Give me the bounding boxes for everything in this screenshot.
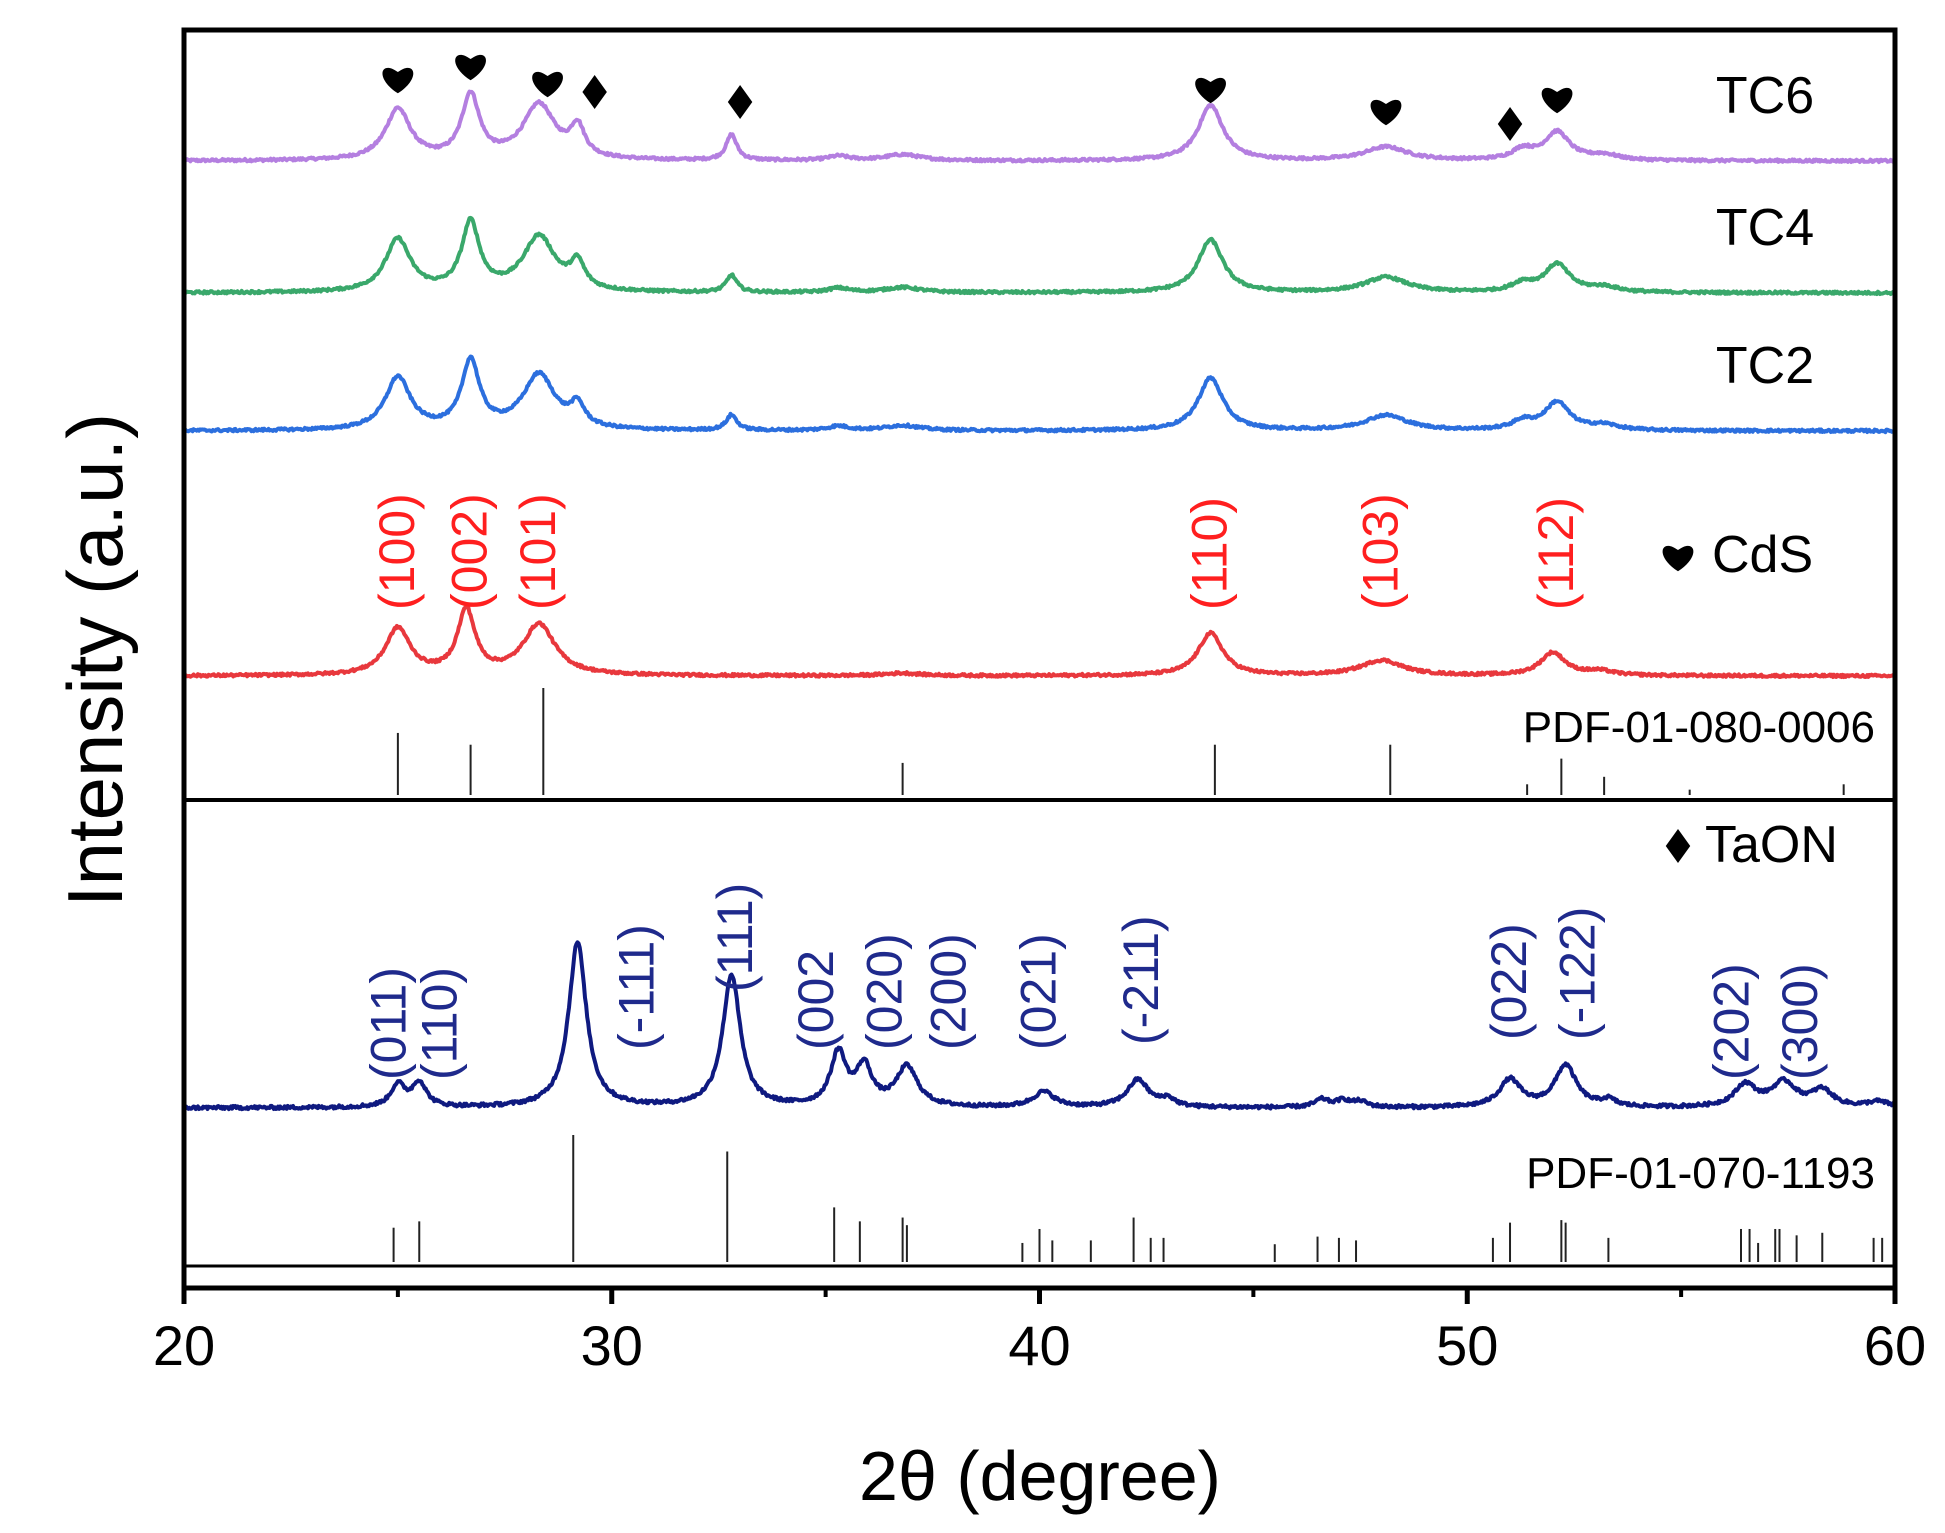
plot-layer: TC6 TC4 TC2 PDF-01-080-0006 PDF-01-070-1193 C…	[182, 54, 1897, 1262]
heart-icon	[455, 54, 486, 81]
x-axis-title: 2θ (degree)	[859, 1437, 1221, 1515]
taon-hkl-label: (011)	[360, 967, 416, 1080]
cds-hkl-label: (002)	[442, 493, 498, 610]
x-tick-label: 40	[1008, 1314, 1070, 1377]
heart-icon	[1541, 87, 1573, 114]
cds-hkl-label: (103)	[1353, 493, 1409, 610]
taon-hkl-label: (-111)	[608, 924, 664, 1050]
series-label-tc2: TC2	[1716, 337, 1814, 395]
series-line-tc2	[182, 354, 1896, 435]
taon-hkl-label: (111)	[707, 883, 763, 992]
heart-icon	[532, 71, 563, 98]
legend-heart-icon	[1662, 545, 1694, 572]
x-tick-label: 20	[153, 1314, 215, 1377]
series-label-tc4: TC4	[1716, 199, 1814, 257]
x-tick-label: 60	[1864, 1314, 1926, 1377]
series-line-taon	[183, 940, 1897, 1112]
taon-hkl-label: (020)	[857, 933, 913, 1050]
heart-icon	[382, 67, 414, 94]
x-axis: 20 30 40 50 60	[153, 1288, 1926, 1377]
series-line-cds	[183, 605, 1897, 680]
cds-hkl-label: (101)	[510, 493, 566, 610]
heart-icon	[1370, 99, 1402, 126]
x-tick-label: 30	[581, 1314, 643, 1377]
legend-label-cds: CdS	[1712, 526, 1813, 584]
diamond-icon	[1497, 107, 1523, 141]
taon-hkl-label: (202)	[1703, 963, 1759, 1080]
reference-taon-label: PDF-01-070-1193	[1526, 1149, 1875, 1198]
cds-hkl-label: (100)	[369, 493, 425, 610]
taon-hkl-label: (022)	[1481, 923, 1537, 1040]
x-tick-label: 50	[1436, 1314, 1498, 1377]
taon-hkl-label: (-122)	[1549, 907, 1605, 1040]
cds-hkl-label: (110)	[1182, 497, 1238, 610]
taon-hkl-label: (200)	[921, 933, 977, 1050]
legend-diamond-icon	[1665, 829, 1691, 863]
series-label-tc6: TC6	[1716, 67, 1814, 125]
cds-hkl-label: (112)	[1528, 497, 1584, 610]
y-axis-title: Intensity (a.u.)	[51, 413, 139, 907]
taon-hkl-label: (300)	[1772, 963, 1828, 1080]
reference-cds-label: PDF-01-080-0006	[1523, 703, 1875, 752]
diamond-icon	[727, 85, 753, 119]
heart-icon	[1195, 77, 1227, 104]
taon-hkl-label: (-211)	[1113, 915, 1169, 1045]
taon-hkl-label: (110)	[412, 967, 468, 1080]
series-line-tc6	[182, 89, 1897, 165]
series-line-tc4	[183, 215, 1897, 297]
taon-hkl-label: (002	[788, 950, 844, 1050]
taon-hkl-label: (021)	[1011, 933, 1067, 1050]
legend-label-taon: TaON	[1705, 816, 1838, 874]
diamond-icon	[582, 75, 607, 109]
